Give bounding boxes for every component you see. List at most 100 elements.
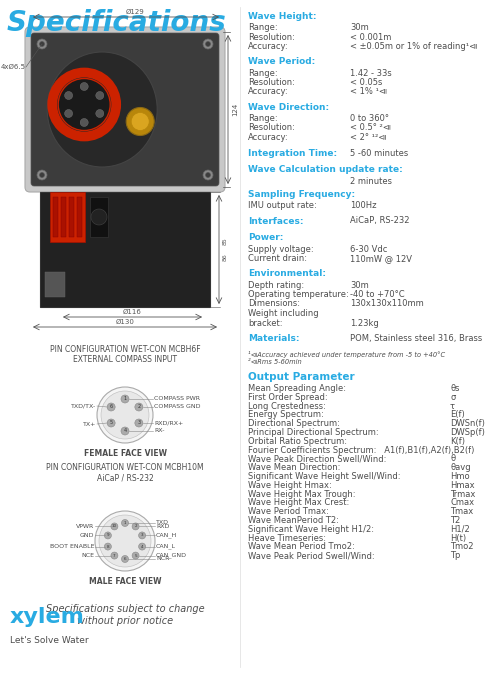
Circle shape (205, 41, 211, 47)
Text: τ: τ (450, 401, 455, 410)
Text: PIN CONFIGURATION WET-CON MCBH10M
AiCaP / RS-232: PIN CONFIGURATION WET-CON MCBH10M AiCaP … (46, 463, 204, 483)
Text: Resolution:: Resolution: (248, 78, 295, 87)
Text: Range:: Range: (248, 114, 278, 123)
Text: bracket:: bracket: (248, 318, 283, 328)
Circle shape (40, 41, 45, 47)
Circle shape (122, 556, 128, 563)
Text: RX-: RX- (154, 429, 165, 433)
Text: Wave Peak Period Swell/Wind:: Wave Peak Period Swell/Wind: (248, 551, 375, 560)
Text: 5: 5 (110, 420, 113, 426)
Text: Significant Wave Height H1/2:: Significant Wave Height H1/2: (248, 525, 374, 533)
Text: Tmo2: Tmo2 (450, 542, 473, 551)
Bar (90, 197, 108, 237)
Text: Hmo: Hmo (450, 472, 469, 481)
Text: Heave Timeseries:: Heave Timeseries: (248, 533, 326, 542)
Circle shape (37, 39, 47, 49)
Circle shape (65, 110, 73, 118)
Text: Wave Mean Period Tmo2:: Wave Mean Period Tmo2: (248, 542, 355, 551)
Text: 2: 2 (137, 404, 141, 410)
Circle shape (91, 209, 107, 225)
Text: 6: 6 (123, 557, 126, 561)
Bar (69, 197, 74, 237)
Text: < 0.001m: < 0.001m (350, 32, 392, 41)
Text: AiCaP, RS-232: AiCaP, RS-232 (350, 217, 410, 225)
Text: Operating temperature:: Operating temperature: (248, 290, 349, 299)
Text: Output Parameter: Output Parameter (248, 372, 355, 382)
Text: Wave Height:: Wave Height: (248, 12, 317, 21)
Text: Power:: Power: (248, 234, 283, 242)
Text: Wave Height Max Trough:: Wave Height Max Trough: (248, 489, 356, 498)
Circle shape (132, 523, 139, 530)
Text: ²⧏Rms 5-60min: ²⧏Rms 5-60min (248, 359, 302, 365)
Circle shape (80, 83, 88, 91)
Text: 1: 1 (124, 521, 126, 525)
Text: 10: 10 (112, 525, 117, 529)
Text: 4: 4 (141, 544, 144, 548)
Text: E(f): E(f) (450, 410, 465, 419)
Text: 1.42 - 33s: 1.42 - 33s (350, 68, 392, 77)
Text: Let's Solve Water: Let's Solve Water (10, 636, 89, 645)
Circle shape (111, 523, 118, 530)
Text: 30m: 30m (350, 23, 369, 32)
Text: θavg: θavg (450, 463, 470, 472)
Circle shape (139, 543, 146, 550)
Circle shape (99, 515, 151, 567)
Text: 8: 8 (106, 544, 109, 548)
Text: 2: 2 (134, 525, 137, 529)
Text: Hmax: Hmax (450, 481, 475, 489)
Text: DWSn(f): DWSn(f) (450, 419, 485, 428)
Text: Integration Time:: Integration Time: (248, 148, 337, 158)
Text: Mean Spreading Angle:: Mean Spreading Angle: (248, 384, 346, 393)
Circle shape (96, 91, 104, 100)
Text: Accuracy:: Accuracy: (248, 87, 289, 97)
Circle shape (121, 395, 129, 403)
Circle shape (126, 108, 154, 135)
Text: CAN_H: CAN_H (156, 533, 177, 538)
Text: Ø130: Ø130 (116, 319, 134, 325)
Text: 0 to 360°: 0 to 360° (350, 114, 389, 123)
Text: 110mW @ 12V: 110mW @ 12V (350, 254, 412, 263)
Text: MALE FACE VIEW: MALE FACE VIEW (89, 577, 161, 586)
Text: Dimensions:: Dimensions: (248, 299, 300, 309)
Text: Ø116: Ø116 (123, 309, 142, 315)
Text: TXD/TX-: TXD/TX- (71, 403, 96, 408)
Text: DWSp(f): DWSp(f) (450, 428, 485, 437)
Text: 6: 6 (110, 404, 113, 410)
Circle shape (58, 79, 110, 131)
Text: TX+: TX+ (83, 422, 96, 427)
Text: PIN CONFIGURATION WET-CON MCBH6F
EXTERNAL COMPASS INPUT: PIN CONFIGURATION WET-CON MCBH6F EXTERNA… (49, 345, 200, 364)
Circle shape (111, 552, 118, 559)
Text: 1.23kg: 1.23kg (350, 318, 379, 328)
Text: Range:: Range: (248, 23, 278, 32)
Text: 2 minutes: 2 minutes (350, 177, 392, 185)
Text: Trmax: Trmax (450, 489, 475, 498)
Circle shape (104, 543, 111, 550)
Text: < 0.5° ²⧏: < 0.5° ²⧏ (350, 123, 391, 133)
Text: K(f): K(f) (450, 437, 465, 445)
Text: Tmax: Tmax (450, 507, 473, 516)
Text: Accuracy:: Accuracy: (248, 42, 289, 51)
Bar (45, 272, 65, 297)
Text: < ±0.05m or 1% of reading¹⧏: < ±0.05m or 1% of reading¹⧏ (350, 42, 477, 51)
Text: Specifications subject to change
without prior notice: Specifications subject to change without… (46, 604, 204, 626)
Text: Wave MeanPeriod T2:: Wave MeanPeriod T2: (248, 516, 339, 525)
Circle shape (203, 39, 213, 49)
Text: FEMALE FACE VIEW: FEMALE FACE VIEW (83, 449, 167, 458)
Circle shape (139, 532, 146, 539)
Text: 9: 9 (106, 533, 109, 538)
Text: IMU output rate:: IMU output rate: (248, 201, 317, 210)
Circle shape (121, 427, 129, 435)
Bar (40, 192, 210, 307)
Text: Sampling Frequency:: Sampling Frequency: (248, 190, 355, 199)
Text: 86: 86 (223, 254, 228, 261)
Text: Wave Mean Direction:: Wave Mean Direction: (248, 463, 341, 472)
Circle shape (65, 91, 73, 100)
Circle shape (40, 173, 45, 177)
Text: 3: 3 (137, 420, 141, 426)
Circle shape (37, 170, 47, 180)
Text: Environmental:: Environmental: (248, 269, 326, 278)
Circle shape (95, 511, 155, 571)
Text: 3: 3 (141, 533, 144, 538)
Text: θs: θs (450, 384, 460, 393)
Text: Wave Calculation update rate:: Wave Calculation update rate: (248, 165, 403, 175)
